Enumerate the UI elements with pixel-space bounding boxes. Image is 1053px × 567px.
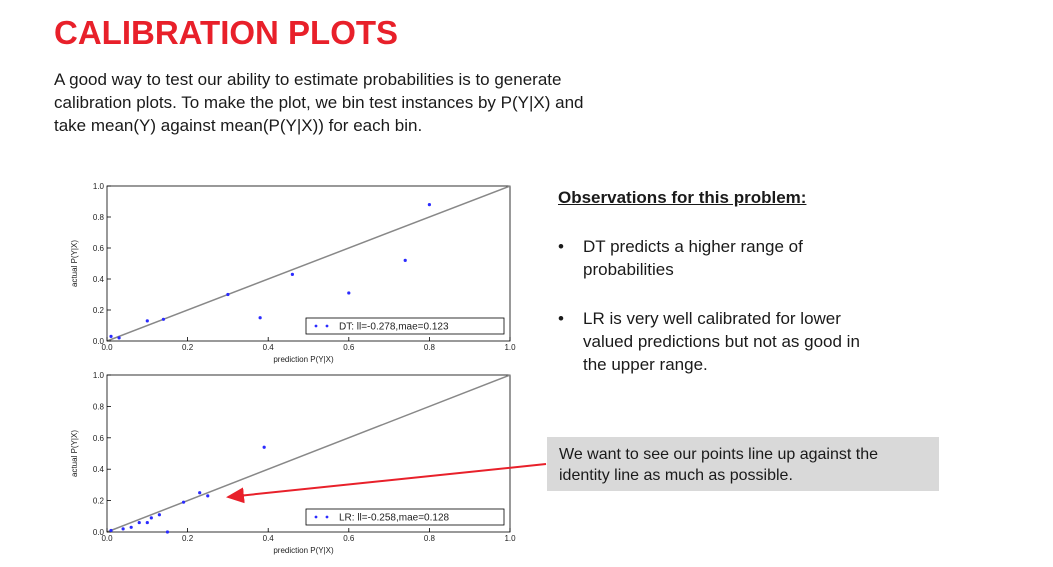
bullet-line: the upper range. <box>583 355 708 374</box>
intro-line: take mean(Y) against mean(P(Y|X)) for ea… <box>54 116 423 135</box>
data-point <box>129 525 133 529</box>
data-point <box>145 520 149 525</box>
bullet-line: valued predictions but not as good in <box>583 332 860 351</box>
x-tick-label: 0.0 <box>101 534 113 543</box>
y-axis-label: actual P(Y|X) <box>70 240 79 287</box>
observations-heading: Observations for this problem: <box>558 188 807 207</box>
data-point <box>226 292 230 297</box>
x-tick-label: 1.0 <box>504 343 516 352</box>
data-point <box>149 516 153 520</box>
y-tick-label: 1.0 <box>93 182 105 191</box>
x-tick-label: 1.0 <box>504 534 516 543</box>
legend-marker <box>325 324 329 328</box>
bullet-line: LR is very well calibrated for lower <box>583 309 841 328</box>
y-tick-label: 0.6 <box>93 244 105 253</box>
data-point <box>165 530 170 534</box>
bullet-dot: • <box>558 309 564 328</box>
y-tick-label: 0.4 <box>93 465 105 474</box>
data-point <box>427 203 431 207</box>
x-tick-label: 0.6 <box>343 534 355 543</box>
legend-label: LR: ll=-0.258,mae=0.128 <box>339 513 450 524</box>
data-point <box>181 500 186 504</box>
x-axis-label: prediction P(Y|X) <box>273 355 334 364</box>
x-tick-label: 0.8 <box>424 343 436 352</box>
intro-paragraph: A good way to test our ability to estima… <box>54 68 694 137</box>
intro-line: calibration plots. To make the plot, we … <box>54 93 584 112</box>
x-tick-label: 0.2 <box>182 343 194 352</box>
data-point <box>198 491 202 495</box>
y-axis-label: actual P(Y|X) <box>70 430 79 477</box>
y-tick-label: 0.0 <box>93 337 105 346</box>
data-point <box>121 527 125 531</box>
data-point <box>109 334 113 338</box>
x-tick-label: 0.4 <box>263 343 275 352</box>
bullet-line: probabilities <box>583 260 674 279</box>
legend-box <box>305 508 505 526</box>
calibration-charts: 0.0 0.2 0.4 0.6 0.8 1.0 0.0 0.2 0.4 0.6 0.8 1.0 pred… <box>70 182 516 555</box>
note-line: We want to see our points line up agains… <box>559 446 879 463</box>
data-point <box>145 319 149 323</box>
x-axis-label: prediction P(Y|X) <box>273 546 334 555</box>
data-point <box>117 336 121 340</box>
y-tick-label: 0.6 <box>93 434 105 443</box>
legend-box <box>305 317 505 335</box>
data-point <box>258 316 262 320</box>
y-tick-label: 0.4 <box>93 275 105 284</box>
legend-marker <box>314 515 318 519</box>
x-tick-label: 0.2 <box>182 534 194 543</box>
y-tick-label: 1.0 <box>93 371 105 380</box>
x-tick-label: 0.4 <box>263 534 275 543</box>
y-tick-label: 0.2 <box>93 497 105 506</box>
data-point <box>109 528 113 533</box>
identity-line <box>106 185 511 342</box>
legend-marker <box>325 515 329 519</box>
legend-marker <box>314 324 318 328</box>
data-point <box>137 520 141 525</box>
data-point <box>403 258 407 262</box>
x-tick-label: 0.8 <box>424 534 436 543</box>
y-tick-label: 0.2 <box>93 306 105 315</box>
data-point <box>157 513 161 517</box>
y-tick-label: 0.8 <box>93 213 105 222</box>
plot-frame <box>106 374 511 533</box>
data-point <box>347 291 351 295</box>
slide-title: CALIBRATION PLOTS <box>54 14 399 51</box>
data-point <box>206 494 210 498</box>
intro-line: A good way to test our ability to estima… <box>54 70 562 89</box>
note-line: identity line as much as possible. <box>559 467 793 484</box>
x-tick-label: 0.6 <box>343 343 355 352</box>
bullet-line: DT predicts a higher range of <box>583 237 803 256</box>
data-point <box>262 445 266 449</box>
y-tick-label: 0.0 <box>93 528 105 537</box>
y-tick-label: 0.8 <box>93 402 105 411</box>
legend-label: DT: ll=-0.278,mae=0.123 <box>339 322 449 333</box>
plot-frame <box>106 185 511 342</box>
identity-line <box>106 374 511 533</box>
x-tick-label: 0.0 <box>101 343 113 352</box>
note-callout: We want to see our points line up agains… <box>547 437 939 491</box>
data-point <box>161 317 166 321</box>
bullet-dot: • <box>558 237 564 256</box>
data-point <box>290 272 294 276</box>
